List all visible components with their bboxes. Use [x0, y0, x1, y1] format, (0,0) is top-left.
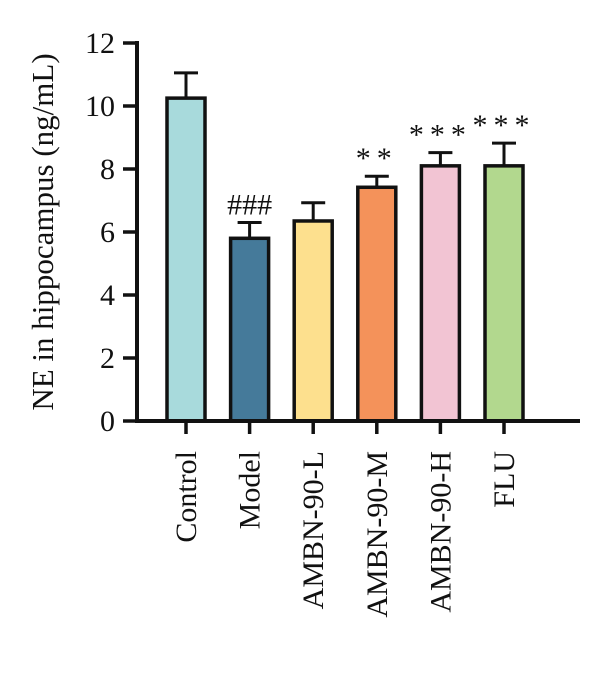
- significance-label: ***: [473, 109, 536, 142]
- bar: [292, 219, 334, 423]
- significance-label: **: [356, 142, 398, 175]
- significance-label: ###: [227, 189, 272, 222]
- x-category-label: FLU: [488, 451, 521, 508]
- y-tick-label: 10: [85, 90, 115, 123]
- bar: [228, 236, 271, 423]
- y-tick-label: 6: [100, 216, 115, 249]
- x-category-label: AMBN-90-H: [424, 451, 457, 613]
- y-tick-label: 4: [100, 279, 115, 312]
- bar: [483, 164, 525, 423]
- y-tick-label: 8: [100, 153, 115, 186]
- x-category-label: AMBN-90-M: [361, 451, 394, 618]
- y-axis-title: NE in hippocampus (ng/mL): [25, 53, 60, 410]
- y-tick-label: 2: [100, 342, 115, 375]
- bar: [165, 96, 207, 423]
- bar: [419, 164, 462, 423]
- x-category-label: Control: [170, 451, 203, 543]
- bar: [356, 185, 398, 423]
- significance-label: ***: [409, 119, 472, 152]
- plot-area: 0 2 4 6 8 10 12 Control ### Model AMBN-90-L ** AMBN-…: [85, 27, 580, 618]
- y-tick-label: 12: [85, 27, 115, 60]
- x-category-label: AMBN-90-L: [297, 451, 330, 609]
- x-category-label: Model: [234, 451, 267, 529]
- y-tick-label: 0: [100, 405, 115, 438]
